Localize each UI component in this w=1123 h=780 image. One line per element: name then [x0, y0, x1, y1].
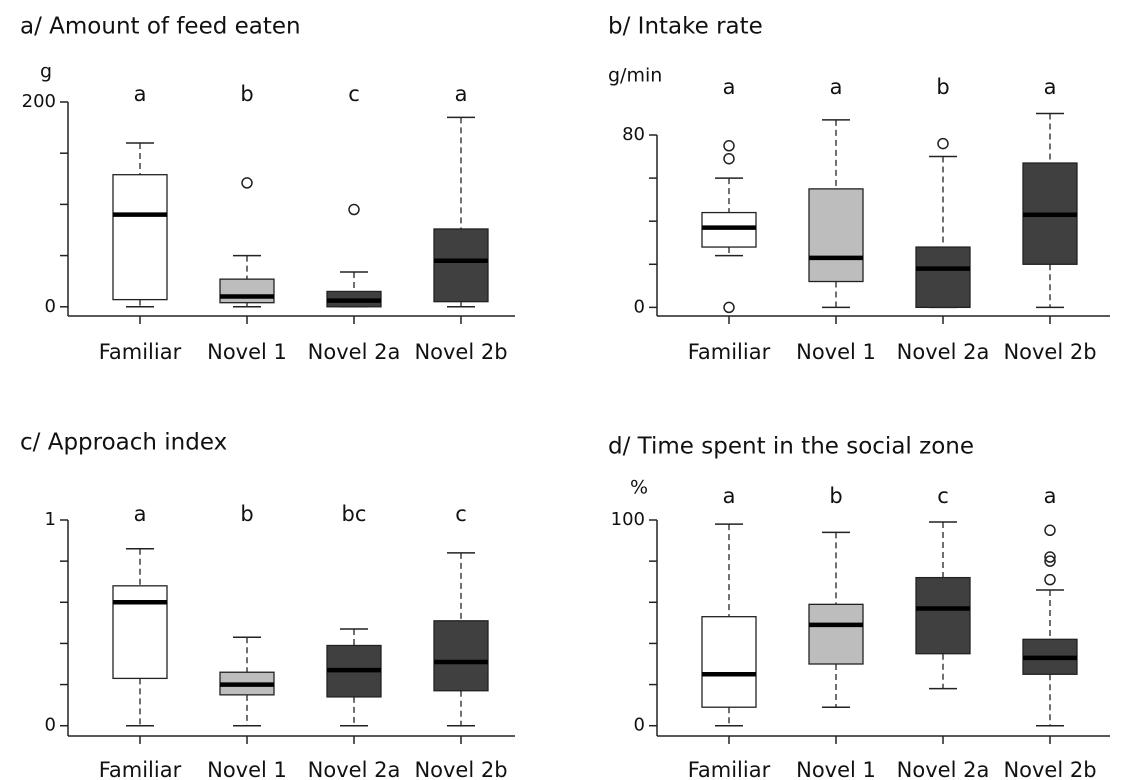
- significance-letter: a: [830, 75, 843, 99]
- significance-letter: c: [348, 82, 360, 106]
- box: [112, 174, 168, 301]
- outlier: [1044, 573, 1056, 586]
- y-tick-label: 100: [611, 509, 645, 530]
- significance-letter: c: [455, 502, 467, 526]
- y-tick-label: 80: [622, 124, 645, 145]
- outlier: [937, 137, 949, 150]
- outlier: [723, 152, 735, 165]
- significance-letter: a: [1044, 75, 1057, 99]
- x-tick-label: Novel 2b: [1003, 758, 1096, 780]
- box: [433, 620, 489, 692]
- x-tick-label: Novel 2b: [1003, 340, 1096, 364]
- x-tick-label: Familiar: [688, 340, 771, 364]
- y-axis-label: %: [630, 477, 648, 499]
- panel-title: c/ Approach index: [20, 430, 227, 456]
- box: [219, 278, 275, 304]
- y-tick-label: 0: [45, 296, 56, 317]
- box: [112, 585, 168, 680]
- box: [915, 246, 971, 309]
- significance-letter: a: [134, 502, 147, 526]
- panel-title: b/ Intake rate: [608, 14, 763, 40]
- y-axis-label: g/min: [608, 65, 662, 87]
- x-tick-label: Novel 1: [207, 758, 287, 780]
- y-tick-label: 0: [634, 715, 645, 736]
- significance-letter: a: [723, 484, 736, 508]
- x-tick-label: Novel 2b: [414, 340, 507, 364]
- outlier: [723, 301, 735, 314]
- box: [701, 616, 757, 708]
- significance-letter: bc: [342, 502, 367, 526]
- x-tick-label: Novel 2b: [414, 758, 507, 780]
- significance-letter: c: [937, 484, 949, 508]
- outlier: [1044, 551, 1056, 563]
- significance-letter: a: [1044, 484, 1057, 508]
- x-tick-label: Novel 1: [796, 758, 876, 780]
- box: [915, 576, 971, 655]
- x-tick-label: Familiar: [688, 758, 771, 780]
- outlier: [1044, 555, 1056, 567]
- box: [808, 188, 864, 283]
- x-tick-label: Novel 1: [796, 340, 876, 364]
- significance-letter: a: [134, 82, 147, 106]
- outlier: [723, 140, 735, 152]
- x-tick-label: Novel 2a: [897, 340, 990, 364]
- significance-letter: b: [829, 484, 842, 508]
- panel-title: a/ Amount of feed eaten: [20, 14, 301, 40]
- significance-letter: b: [240, 502, 253, 526]
- x-tick-label: Novel 2a: [308, 758, 401, 780]
- y-axis-label: g: [40, 61, 52, 83]
- significance-letter: b: [936, 75, 949, 99]
- x-tick-label: Familiar: [99, 340, 182, 364]
- x-tick-label: Novel 1: [207, 340, 287, 364]
- outlier: [241, 177, 253, 189]
- x-tick-label: Novel 2a: [308, 340, 401, 364]
- outlier: [348, 203, 360, 216]
- significance-letter: b: [240, 82, 253, 106]
- y-tick-label: 0: [634, 296, 645, 317]
- y-tick-label: 0: [45, 715, 56, 736]
- panel-title: d/ Time spent in the social zone: [608, 434, 974, 460]
- box: [433, 228, 489, 303]
- y-tick-label: 1: [45, 509, 56, 530]
- x-tick-label: Novel 2a: [897, 758, 990, 780]
- box: [808, 603, 864, 665]
- significance-letter: a: [723, 75, 736, 99]
- y-tick-label: 200: [22, 91, 56, 112]
- outlier: [1044, 524, 1056, 537]
- significance-letter: a: [455, 82, 468, 106]
- x-tick-label: Familiar: [99, 758, 182, 780]
